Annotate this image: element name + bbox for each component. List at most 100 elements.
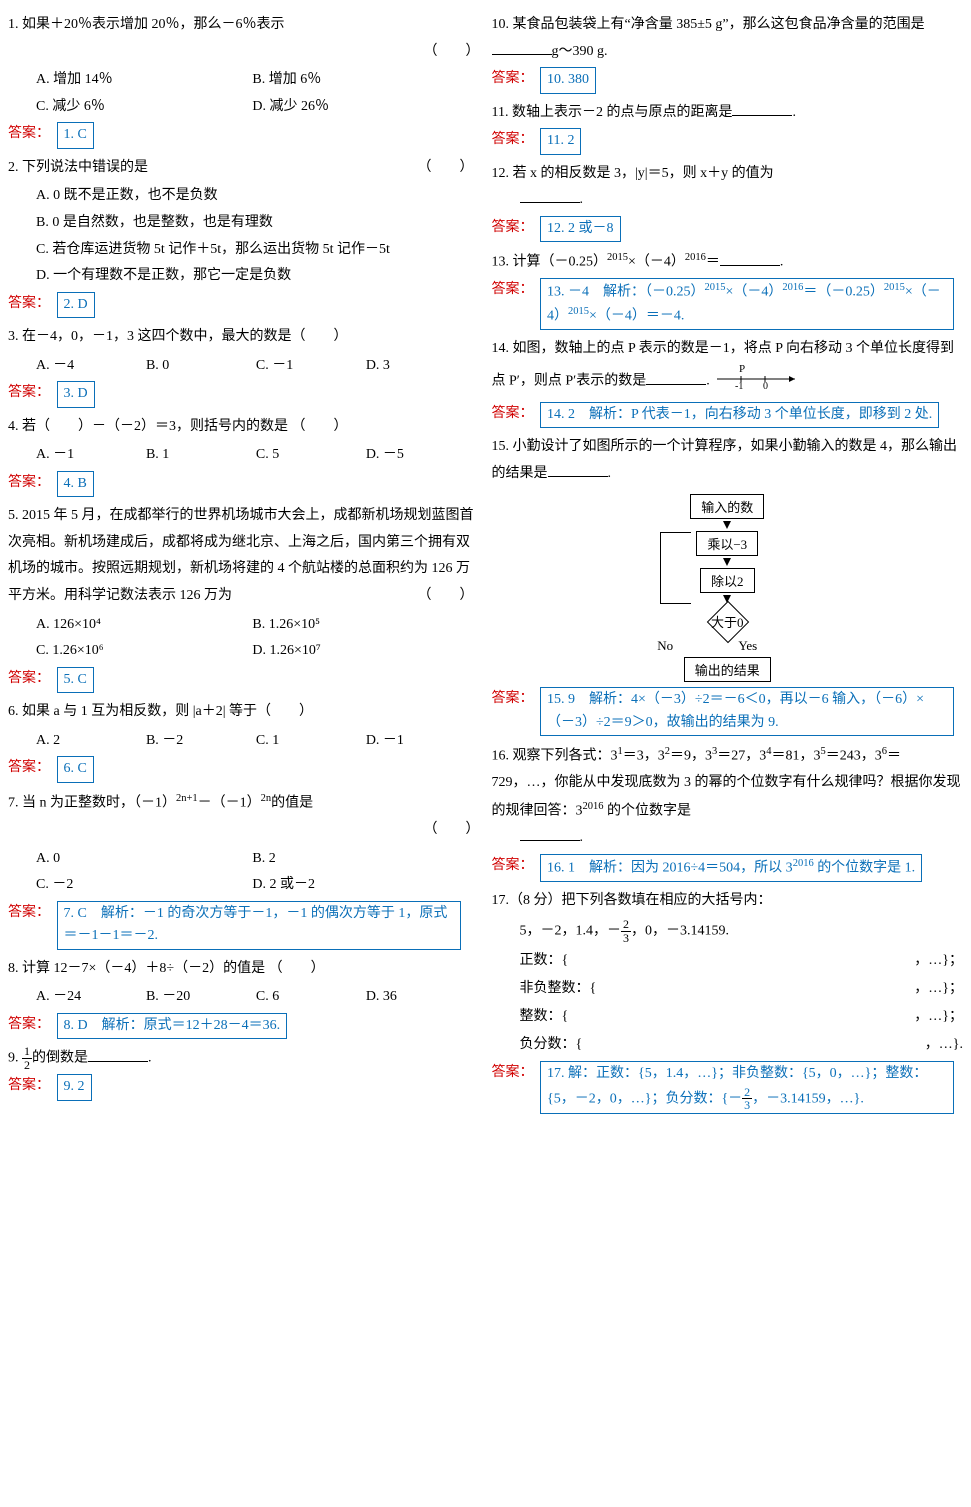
q12-ans: 12. 2 或－8 — [540, 216, 621, 242]
q11-ans: 11. 2 — [540, 128, 581, 154]
answer-label: 答案： — [8, 126, 50, 141]
q15: 15. 小勤设计了如图所示的一个计算程序，如果小勤输入的数是 4，那么输出的结果… — [492, 434, 964, 487]
q6-d: D. －1 — [366, 728, 472, 755]
q3-b: B. 0 — [146, 353, 252, 380]
q13-answer: 答案： 13. －4 解析：（－0.25）2015×（－4）2016＝（－0.2… — [492, 278, 964, 330]
q4: 4. 若（ ）－（－2）＝3，则括号内的数是 （ ） — [8, 414, 480, 441]
svg-text:P: P — [739, 363, 745, 375]
q3-d: D. 3 — [366, 353, 472, 380]
q8-answer: 答案： 8. D 解析：原式＝12＋28－4＝36. — [8, 1013, 480, 1039]
q4-b: B. 1 — [146, 442, 252, 469]
answer-label: 答案： — [8, 1078, 50, 1093]
q13-c: ＝ — [706, 255, 720, 270]
flow-output: 输出的结果 — [684, 657, 771, 682]
answer-label: 答案： — [492, 858, 534, 873]
q12: 12. 若 x 的相反数是 3，|y|＝5，则 x＋y 的值为 . — [492, 161, 964, 214]
q3-stem: 3. 在－4，0，－1，3 这四个数中，最大的数是（ ） — [8, 329, 348, 344]
q13: 13. 计算（－0.25）2015×（－4）2016＝. — [492, 248, 964, 276]
q7-ans: 7. C 解析：－1 的奇次方等于－1，－1 的偶次方等于 1，原式＝－1－1＝… — [57, 901, 461, 950]
q1-d: D. 减少 26％ — [252, 94, 465, 121]
answer-label: 答案： — [492, 132, 534, 147]
q10-stem: 10. 某食品包装袋上有“净含量 385±5 g”，那么这包食品净含量的范围是 — [492, 17, 925, 32]
svg-text:0: 0 — [763, 381, 768, 389]
q8-options: A. －24 B. －20 C. 6 D. 36 — [36, 984, 480, 1011]
q10-answer: 答案： 10. 380 — [492, 67, 964, 93]
q3-ans: 3. D — [57, 381, 95, 407]
flow-mul: 乘以−3 — [696, 531, 758, 556]
q8-a: A. －24 — [36, 984, 142, 1011]
blank — [732, 101, 792, 116]
q2-a: A. 0 既不是正数，也不是负数 — [36, 183, 480, 210]
q4-stem: 4. 若（ ）－（－2）＝3，则括号内的数是 （ ） — [8, 419, 348, 434]
flow-no: No — [657, 638, 673, 654]
arrow-down-icon — [723, 521, 731, 529]
q9-a: 9. — [8, 1051, 22, 1066]
blank — [492, 40, 552, 55]
q7-paren: （ ） — [424, 822, 480, 837]
q2-d: D. 一个有理数不是正数，那它一定是负数 — [36, 263, 480, 290]
q8-b: B. －20 — [146, 984, 252, 1011]
q5-a: A. 126×10⁴ — [36, 612, 249, 639]
q6-answer: 答案： 6. C — [8, 756, 480, 782]
q8-d: D. 36 — [366, 984, 472, 1011]
q8: 8. 计算 12－7×（－4）＋8÷（－2）的值是 （ ） — [8, 956, 480, 983]
q9-ans: 9. 2 — [57, 1074, 92, 1100]
q17-sets: 正数：{，…}； 非负整数：{，…}； 整数：{，…}； 负分数：{，…}. — [520, 947, 964, 1059]
q2-b: B. 0 是自然数，也是整数，也是有理数 — [36, 210, 480, 237]
blank — [548, 462, 608, 477]
q2-stem: 2. 下列说法中错误的是 — [8, 160, 148, 175]
blank — [646, 370, 706, 385]
q7-options: A. 0 B. 2 C. －2 D. 2 或－2 — [36, 846, 480, 899]
q5-options: A. 126×10⁴ B. 1.26×10⁵ C. 1.26×10⁶ D. 1.… — [36, 612, 480, 665]
frac-bot: 2 — [22, 1059, 32, 1072]
q5-b: B. 1.26×10⁵ — [252, 612, 465, 639]
set-integer: 整数：{ — [520, 1003, 610, 1031]
q4-answer: 答案： 4. B — [8, 471, 480, 497]
answer-label: 答案： — [8, 1017, 50, 1032]
q7-c: C. －2 — [36, 872, 249, 899]
q2-ans: 2. D — [57, 292, 95, 318]
q8-ans: 8. D 解析：原式＝12＋28－4＝36. — [57, 1013, 288, 1039]
flowchart: 输入的数 乘以−3 除以2 大于0 No Yes 输出的结果 — [492, 493, 964, 683]
number-line-icon: P -1 0 — [713, 363, 803, 400]
q5-d: D. 1.26×10⁷ — [252, 638, 465, 665]
q11-answer: 答案： 11. 2 — [492, 128, 964, 154]
q2-options: A. 0 既不是正数，也不是负数 B. 0 是自然数，也是整数，也是有理数 C.… — [36, 183, 480, 289]
arrow-down-icon — [723, 558, 731, 566]
q1-stem: 1. 如果＋20％表示增加 20％，那么－6％表示 — [8, 17, 285, 32]
q9-b: 的倒数是 — [32, 1051, 88, 1066]
q5-ans: 5. C — [57, 667, 94, 693]
q3-c: C. －1 — [256, 353, 362, 380]
q7-stem-c: 的值是 — [271, 795, 313, 810]
q16-answer: 答案： 16. 1 解析：因为 2016÷4＝504，所以 32016 的个位数… — [492, 854, 964, 882]
q6-ans: 6. C — [57, 756, 94, 782]
q6-b: B. －2 — [146, 728, 252, 755]
q11-stem: 11. 数轴上表示－2 的点与原点的距离是 — [492, 105, 733, 120]
q7-a: A. 0 — [36, 846, 249, 873]
q7-stem-a: 7. 当 n 为正整数时，（－1） — [8, 795, 176, 810]
q7-sup2: 2n — [261, 793, 272, 804]
q1-a: A. 增加 14％ — [36, 67, 249, 94]
flow-loop-icon — [660, 532, 691, 604]
q7-b: B. 2 — [252, 846, 465, 873]
q10: 10. 某食品包装袋上有“净含量 385±5 g”，那么这包食品净含量的范围是 g… — [492, 12, 964, 65]
q17-nums: 5，－2，1.4，－23，0，－3.14159. — [520, 918, 964, 945]
q15-answer: 答案： 15. 9 解析：4×（－3）÷2＝－6＜0，再以－6 输入，（－6）×… — [492, 687, 964, 736]
q5-answer: 答案： 5. C — [8, 667, 480, 693]
flow-branches: No Yes — [657, 638, 797, 656]
q8-c: C. 6 — [256, 984, 362, 1011]
answer-label: 答案： — [492, 406, 534, 421]
flow-yes: Yes — [738, 638, 757, 654]
q10-tail: g～390 g. — [552, 44, 608, 59]
q13-s1: 2015 — [607, 252, 628, 263]
q13-a: 13. 计算（－0.25） — [492, 255, 608, 270]
q14-answer: 答案： 14. 2 解析：P 代表－1，向右移动 3 个单位长度，即移到 2 处… — [492, 402, 964, 428]
fraction-icon: 12 — [22, 1045, 32, 1071]
q14-ans: 14. 2 解析：P 代表－1，向右移动 3 个单位长度，即移到 2 处. — [540, 402, 939, 428]
q7-stem-b: －（－1） — [198, 795, 261, 810]
q6-c: C. 1 — [256, 728, 362, 755]
q16-ans: 16. 1 解析：因为 2016÷4＝504，所以 32016 的个位数字是 1… — [540, 854, 922, 882]
fraction-icon: 23 — [621, 918, 631, 944]
q13-ans: 13. －4 解析：（－0.25）2015×（－4）2016＝（－0.25）20… — [540, 278, 954, 330]
q12-answer: 答案： 12. 2 或－8 — [492, 216, 964, 242]
